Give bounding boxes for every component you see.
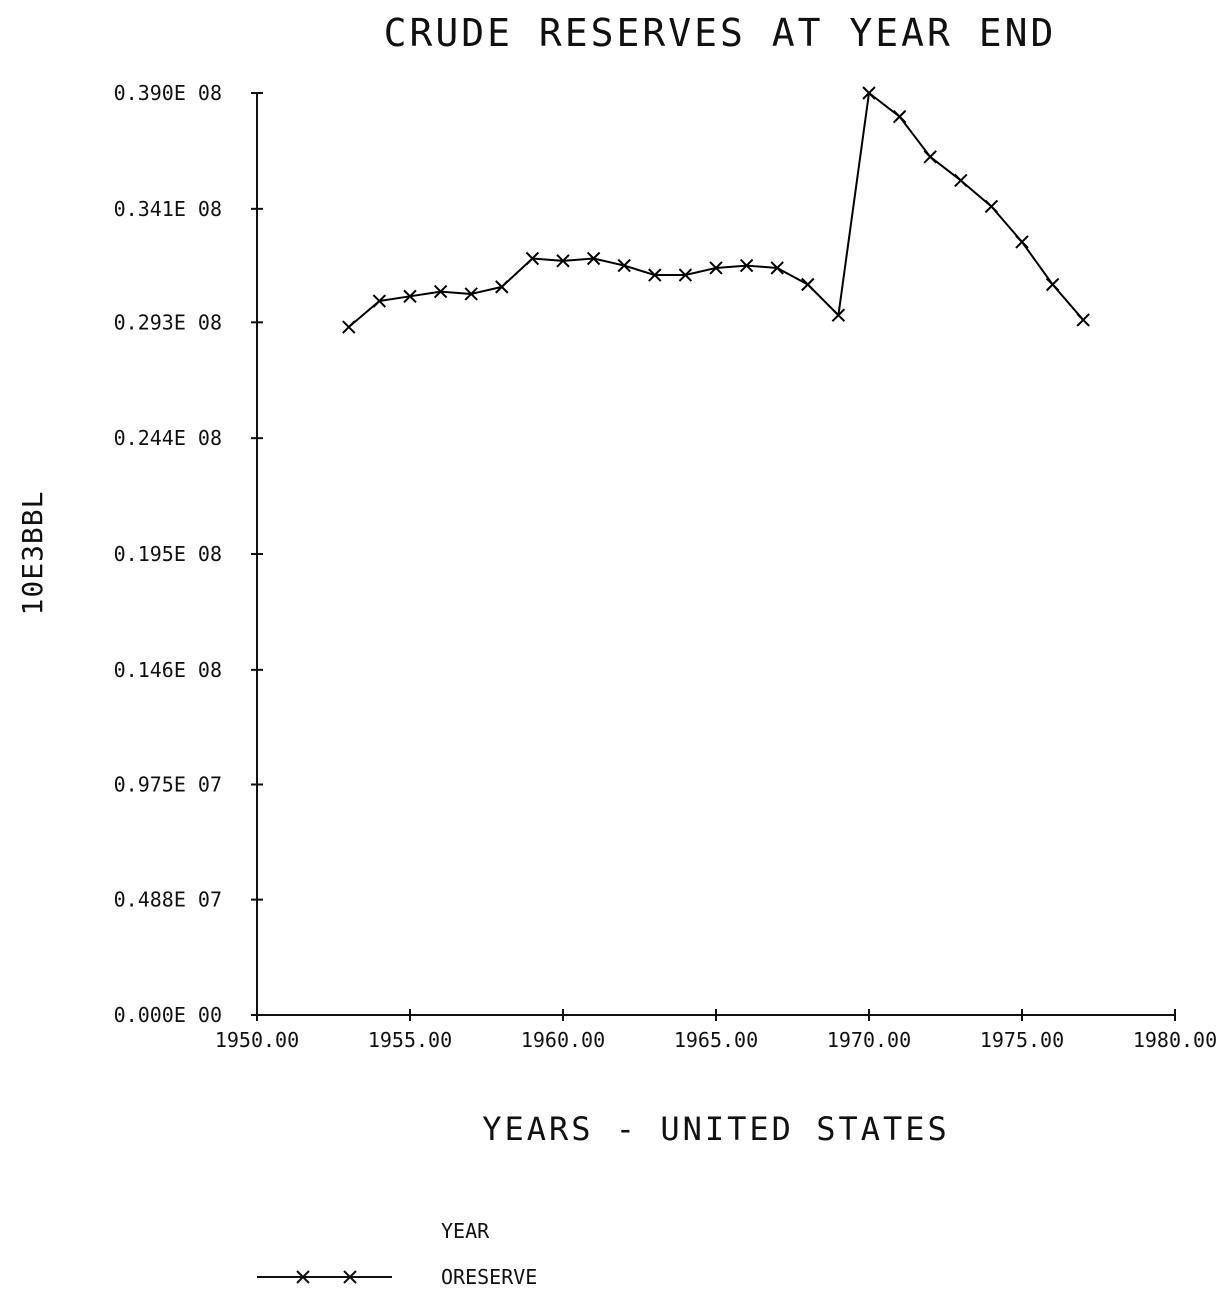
data-point-1977: [1076, 313, 1090, 327]
x-ticks: 1950.00 1955.00 1960.00 1965.00 1970.00 1975.…: [215, 1009, 1217, 1052]
data-point-1972: [923, 150, 937, 164]
data-point-1976: [1045, 277, 1060, 292]
y-axis: 0.000E 00 0.488E 07 0.975E 07 0.146E 08 0.19…: [114, 81, 263, 1027]
data-point-1961: [586, 251, 601, 266]
y-ticks: 0.000E 00 0.488E 07 0.975E 07 0.146E 08 0.19…: [114, 81, 263, 1027]
data-point-1959: [525, 251, 540, 266]
data-point-1962: [617, 258, 631, 273]
data-point-1965: [709, 261, 723, 275]
data-point-1960: [556, 254, 570, 268]
data-point-1974: [984, 199, 999, 214]
data-point-1973: [954, 173, 968, 188]
y-tick-label-8: 0.390E 08: [114, 81, 222, 105]
legend: YEAR ORESERVE: [257, 1219, 537, 1289]
legend-header: YEAR: [441, 1219, 490, 1243]
data-point-1975: [1015, 235, 1029, 249]
y-axis-label: 10E3BBL: [16, 490, 49, 615]
data-point-1955: [403, 289, 417, 304]
data-point-1956: [433, 284, 448, 299]
y-tick-label-7: 0.341E 08: [114, 197, 222, 221]
data-point-1967: [770, 261, 784, 275]
data-point-1954: [372, 294, 387, 308]
y-tick-label-3: 0.146E 08: [114, 658, 222, 682]
data-point-1957: [464, 287, 478, 301]
legend-marker-2: [343, 1270, 357, 1284]
x-axis-label: YEARS - UNITED STATES: [482, 1110, 950, 1148]
y-tick-label-5: 0.244E 08: [114, 426, 222, 450]
data-point-1963: [648, 268, 662, 282]
x-tick-label-0: 1950.00: [215, 1028, 299, 1052]
legend-series-label: ORESERVE: [441, 1265, 537, 1289]
x-tick-label-6: 1980.00: [1133, 1028, 1217, 1052]
y-tick-label-1: 0.488E 07: [114, 888, 222, 912]
y-tick-label-2: 0.975E 07: [114, 773, 222, 797]
data-point-1958: [495, 280, 509, 294]
x-tick-label-1: 1955.00: [368, 1028, 452, 1052]
chart-title: CRUDE RESERVES AT YEAR END: [384, 11, 1057, 55]
data-point-1964: [678, 268, 693, 282]
data-point-1953: [342, 320, 356, 334]
data-point-1970: [862, 86, 876, 100]
x-tick-label-3: 1965.00: [674, 1028, 758, 1052]
plot-area: [342, 86, 1090, 334]
x-tick-label-4: 1970.00: [827, 1028, 911, 1052]
data-point-1966: [739, 258, 754, 273]
data-point-1971: [892, 109, 907, 124]
y-tick-label-4: 0.195E 08: [114, 542, 222, 566]
y-tick-label-6: 0.293E 08: [114, 310, 222, 334]
data-point-1968: [801, 277, 815, 292]
y-tick-label-0: 0.000E 00: [114, 1003, 222, 1027]
x-tick-label-5: 1975.00: [980, 1028, 1064, 1052]
series-line-0: [348, 92, 1084, 328]
legend-marker-1: [296, 1270, 310, 1284]
x-axis: 1950.00 1955.00 1960.00 1965.00 1970.00 1975.…: [215, 1009, 1217, 1052]
x-tick-label-2: 1960.00: [521, 1028, 605, 1052]
data-point-1969: [831, 308, 846, 322]
